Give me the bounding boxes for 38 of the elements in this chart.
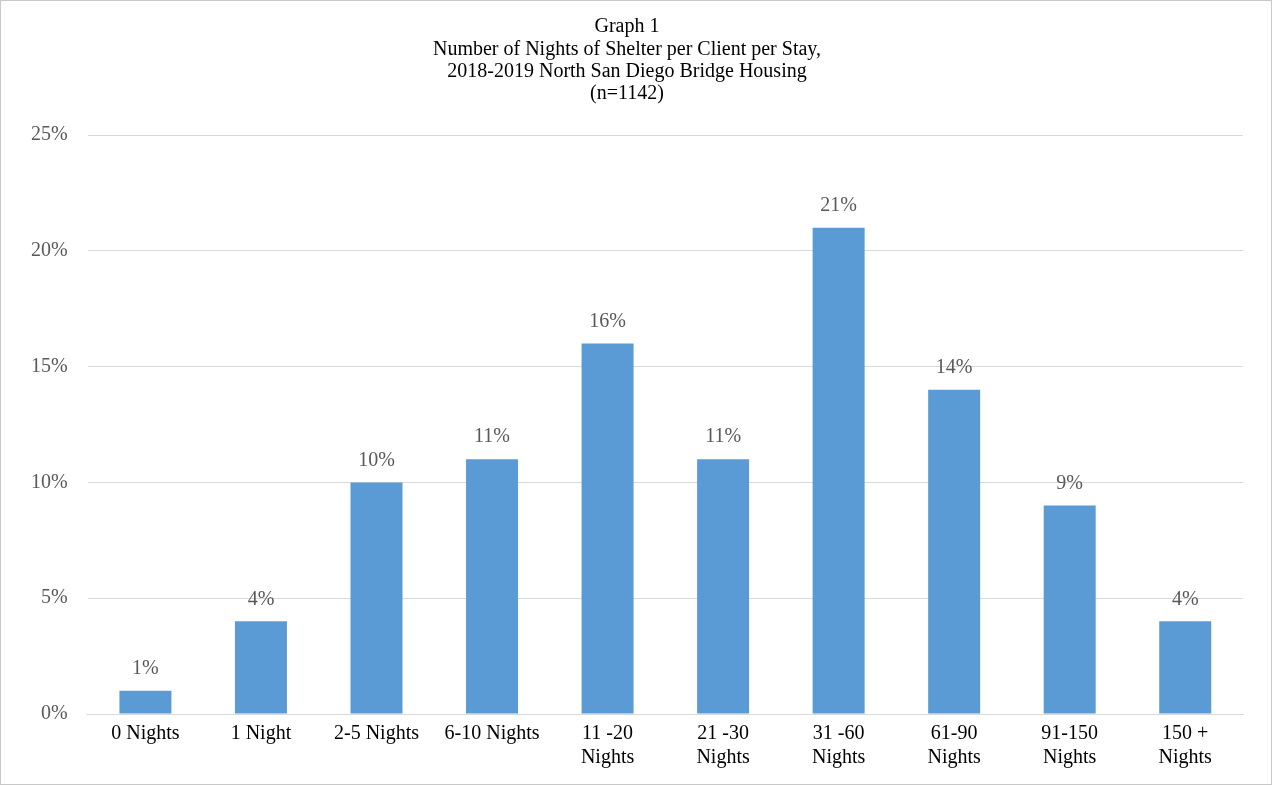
data-label: 4%	[247, 586, 275, 609]
data-label: 11%	[474, 424, 510, 447]
chart-subtitle: Number of Nights of Shelter per Client per Stay, 2018-2019 North San Diego Bridge Housing (n=1142)	[432, 37, 822, 105]
x-tick-label: 0 Nights	[111, 721, 180, 745]
x-tick-label: 31 -60 Nights	[811, 721, 866, 769]
x-tick-label: 2-5 Nights	[334, 721, 420, 745]
x-tick-label: 21 -30 Nights	[696, 721, 750, 769]
bar	[1043, 505, 1096, 714]
x-tick-label: 1 Night	[230, 721, 292, 745]
y-tick-label: 5%	[40, 585, 68, 608]
x-tick-label: 91-150 Nights	[1041, 721, 1099, 769]
data-label: 4%	[1171, 586, 1199, 609]
x-tick-label: 11 -20 Nights	[580, 721, 635, 769]
x-tick-label: 61-90 Nights	[927, 721, 982, 769]
data-label: 1%	[132, 656, 159, 679]
chart-title: Graph 1	[594, 14, 660, 38]
y-tick-label: 10%	[30, 469, 68, 492]
bar	[1159, 621, 1212, 714]
data-label: 10%	[358, 447, 395, 470]
y-tick-label: 20%	[30, 238, 68, 261]
data-label: 14%	[935, 355, 973, 378]
data-label: 21%	[820, 192, 857, 215]
y-tick-label: 25%	[30, 122, 68, 145]
bar	[928, 389, 981, 714]
x-tick-label: 150 + Nights	[1158, 721, 1213, 769]
data-label: 11%	[705, 424, 742, 447]
y-tick-label: 15%	[30, 353, 68, 376]
bar	[234, 621, 287, 714]
bar	[697, 459, 750, 714]
x-tick-label: 6-10 Nights	[444, 721, 540, 745]
bar	[581, 343, 634, 714]
bar	[466, 459, 519, 714]
y-tick-label: 0%	[40, 701, 68, 724]
bar	[812, 227, 865, 714]
bar	[119, 690, 172, 714]
data-label: 16%	[589, 308, 626, 331]
bar	[350, 482, 403, 714]
data-label: 9%	[1056, 470, 1084, 493]
